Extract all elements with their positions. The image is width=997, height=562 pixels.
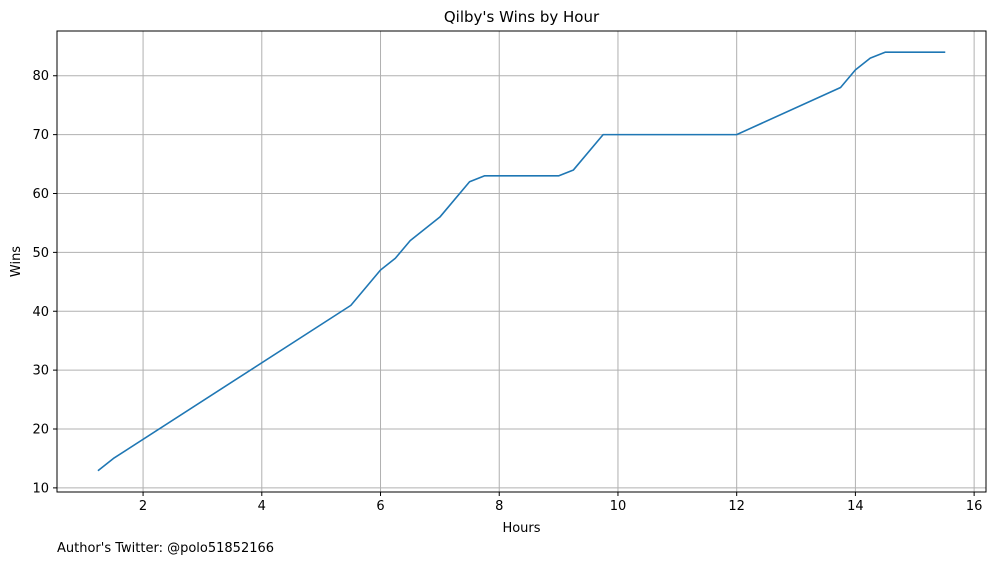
y-tick-label: 70: [32, 128, 49, 143]
x-tick-label: 6: [376, 499, 384, 514]
plot-frame: [56, 30, 987, 493]
x-axis-ticks: 2 4 6 8 10 12 14 16: [139, 492, 982, 514]
grid-lines: [57, 31, 986, 492]
y-tick-label: 10: [32, 481, 49, 496]
y-tick-label: 40: [32, 305, 49, 320]
series-line: [97, 51, 946, 472]
y-tick-label: 80: [32, 69, 49, 84]
chart-title: Qilby's Wins by Hour: [444, 8, 600, 26]
y-tick-label: 30: [32, 364, 49, 379]
x-tick-label: 16: [966, 499, 983, 514]
y-tick-label: 60: [32, 187, 49, 202]
x-tick-label: 4: [258, 499, 266, 514]
x-tick-label: 10: [610, 499, 627, 514]
x-tick-label: 8: [495, 499, 503, 514]
y-axis-ticks: 10 20 30 40 50 60 70 80: [32, 69, 57, 496]
author-twitter-credit: Author's Twitter: @polo51852166: [57, 541, 274, 556]
x-tick-label: 14: [847, 499, 864, 514]
x-tick-label: 12: [728, 499, 745, 514]
x-axis-label: Hours: [502, 521, 540, 536]
y-tick-label: 50: [32, 246, 49, 261]
y-tick-label: 20: [32, 423, 49, 438]
y-axis-label: Wins: [9, 246, 24, 277]
x-tick-label: 2: [139, 499, 147, 514]
